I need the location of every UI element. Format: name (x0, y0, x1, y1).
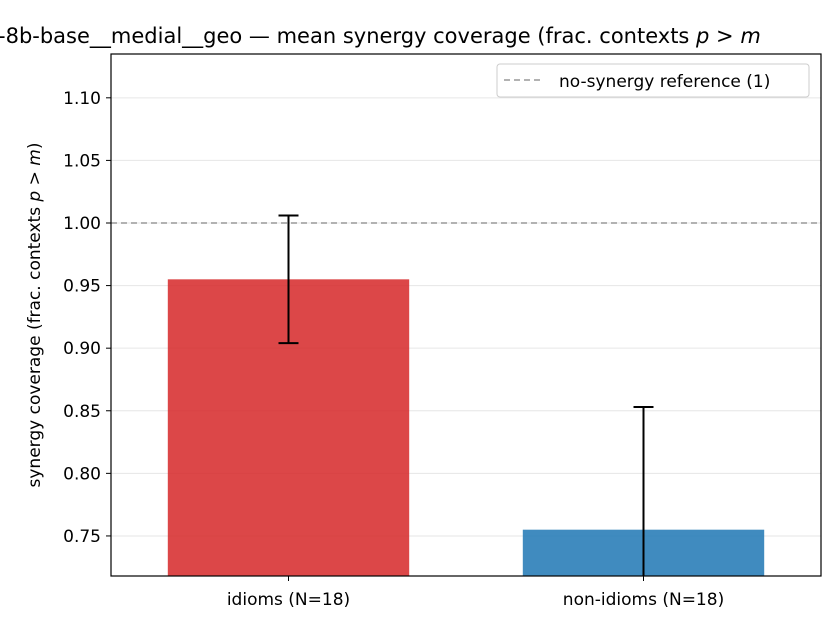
y-tick-label: 0.85 (63, 402, 101, 422)
y-tick-label: 1.10 (63, 89, 101, 109)
bars (167, 279, 765, 576)
chart-title-text: -8b-base__medial__geo — mean synergy cov… (0, 24, 696, 49)
y-axis-label-close: ) (25, 143, 45, 150)
y-axis-label-math: p > m (25, 149, 45, 202)
legend: no-synergy reference (1) (496, 63, 810, 98)
plot-frame (110, 53, 822, 577)
x-axis-ticks: idioms (N=18) non-idioms (N=18) (227, 576, 724, 610)
chart-title: -8b-base__medial__geo — mean synergy cov… (0, 24, 761, 49)
y-tick-label: 0.95 (63, 277, 101, 297)
y-axis-label: synergy coverage (frac. contexts p > m) (25, 143, 45, 488)
y-tick-label: 0.80 (63, 464, 101, 484)
y-tick-label: 1.00 (63, 214, 101, 234)
x-tick-label: non-idioms (N=18) (563, 590, 724, 610)
legend-reference-label: no-synergy reference (1) (559, 72, 770, 92)
y-tick-label: 1.05 (63, 151, 101, 171)
x-tick-label: idioms (N=18) (227, 590, 350, 610)
y-axis-label-text: synergy coverage (frac. contexts (25, 202, 45, 488)
y-tick-label: 0.75 (63, 527, 101, 547)
y-tick-label: 0.90 (63, 339, 101, 359)
legend-box (496, 63, 810, 98)
chart-title-math: p > m (695, 24, 761, 48)
y-axis-ticks: 0.75 0.80 0.85 0.90 0.95 1.00 1.05 1.10 (63, 89, 111, 547)
error-bars (278, 214, 654, 576)
